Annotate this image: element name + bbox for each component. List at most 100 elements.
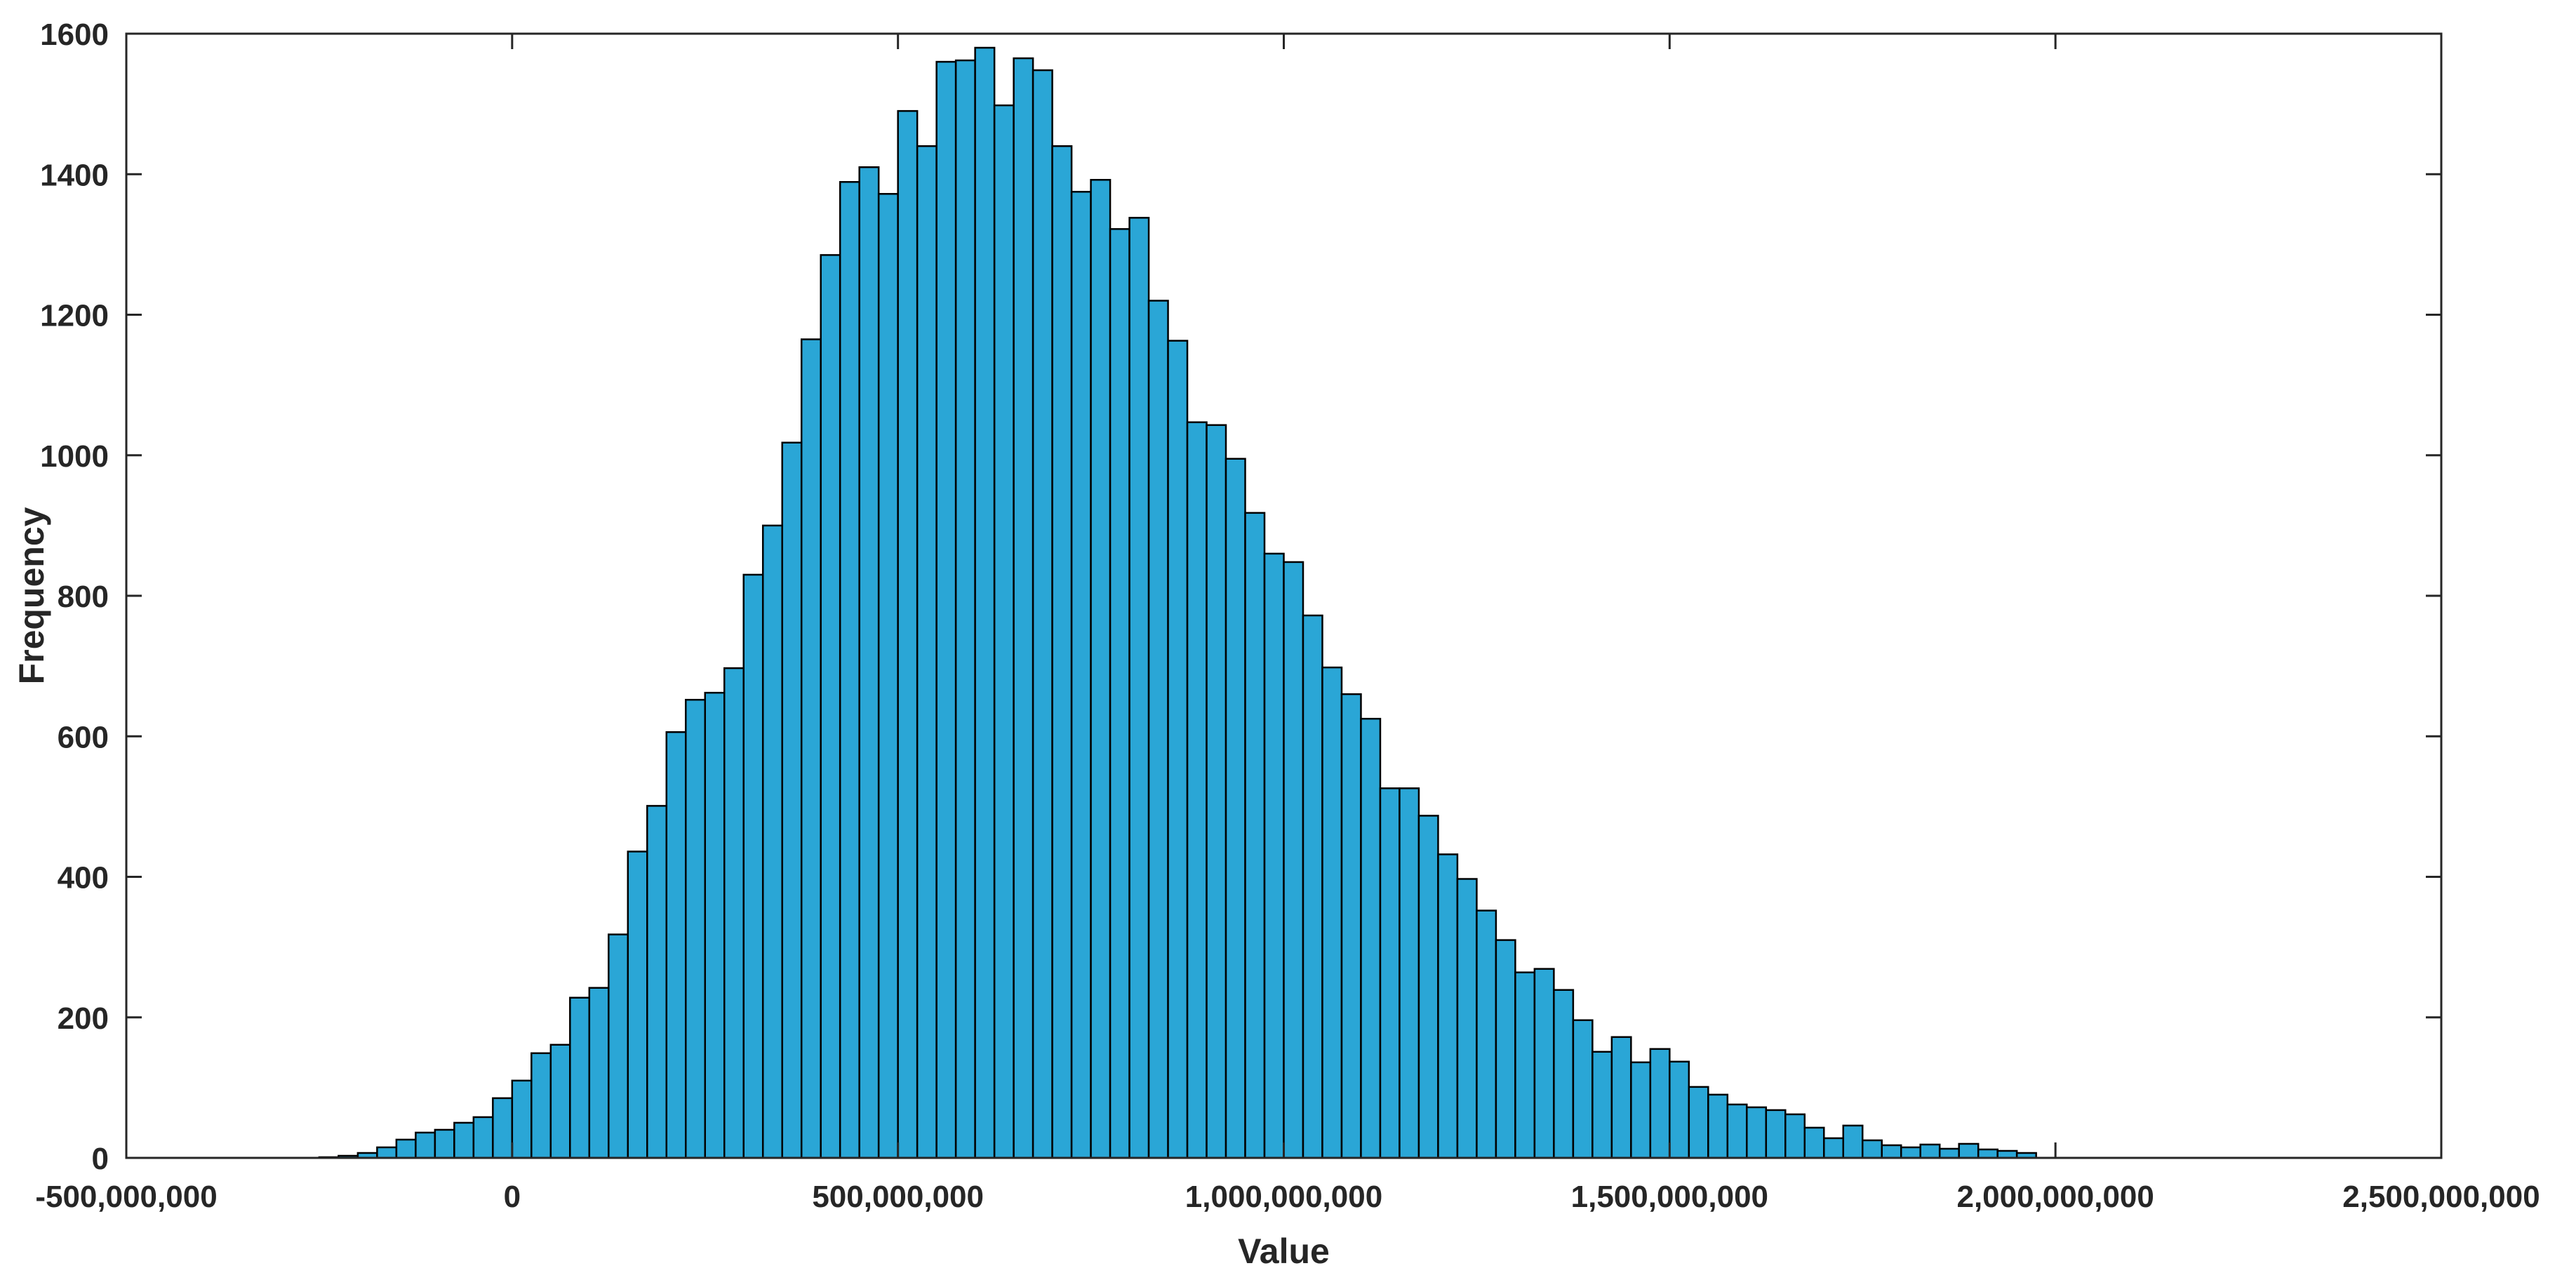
histogram-bar [1417,815,1439,1159]
histogram-bar [742,573,764,1159]
histogram-bar [916,145,937,1159]
histogram-bar [1514,971,1536,1159]
histogram-bar [1553,989,1575,1159]
histogram-bar [1128,217,1150,1159]
histogram-bar [1707,1093,1729,1159]
histogram-bar [1437,853,1459,1159]
histogram-bar [858,166,880,1159]
histogram-bar [1842,1124,1864,1159]
x-tick-labels: -500,000,000 0 500,000,000 1,000,000,000 1,5… [35,1180,2540,1214]
histogram-bar [1070,191,1092,1159]
y-axis-label: Frequency [12,507,51,684]
histogram-bar [1630,1061,1652,1159]
x-tick-label: 1,000,000,000 [1185,1180,1382,1214]
histogram-bar [588,987,610,1159]
histogram-bar [1495,939,1516,1159]
histogram-bar [761,524,783,1159]
histogram-bar [1765,1109,1787,1159]
histogram-bar [954,59,976,1159]
y-tick-label: 0 [92,1142,109,1176]
histogram-bar [627,851,648,1159]
histogram-bar [1283,561,1304,1159]
y-tick-label: 1000 [40,439,109,474]
histogram-bar [549,1043,571,1159]
histogram-bar [1919,1143,1941,1159]
histogram-bar [781,441,803,1159]
histogram-bar [685,698,707,1159]
histogram-bar [1090,179,1112,1159]
histogram-bar [1051,145,1073,1159]
histogram-bar [723,667,745,1159]
histogram-bar [1610,1036,1632,1159]
histogram-bar [1591,1051,1613,1159]
histogram-bar [704,691,726,1159]
histogram-bar [897,109,919,1159]
y-tick-label: 400 [58,861,109,895]
histogram-bar [1688,1086,1709,1159]
histogram-bar [993,104,1015,1159]
x-tick-label: 500,000,000 [812,1180,984,1214]
histogram-bar [1572,1019,1594,1159]
histogram-bar [1321,666,1343,1159]
y-tick-labels: 0 200 400 600 800 1000 1200 1400 1600 [40,18,109,1176]
histogram-bar [1013,57,1034,1159]
histogram-bar [472,1116,494,1159]
x-tick-label: 2,500,000,000 [2342,1180,2540,1214]
histogram-bar [1340,693,1362,1159]
histogram-bar [530,1052,552,1159]
y-tick-label: 600 [58,720,109,754]
x-axis-label: Value [1238,1232,1330,1271]
histogram-bar [1862,1139,1883,1159]
x-tick-label: -500,000,000 [35,1180,217,1214]
histogram-bar [395,1138,417,1159]
histogram-bar [1996,1149,2018,1159]
histogram-bar [1803,1126,1825,1159]
y-tick-label: 1200 [40,299,109,333]
histogram-bar [608,933,629,1159]
histogram-bar [453,1121,475,1159]
histogram-bar [665,731,687,1159]
histogram-bar [376,1146,398,1159]
histogram-bar [492,1097,514,1159]
histogram-bar [1746,1106,1768,1159]
histogram-bar [1379,787,1401,1159]
y-tick-label: 200 [58,1001,109,1036]
histogram-bar [511,1079,533,1159]
histogram-bar [1206,424,1227,1159]
histogram-bar [1224,458,1246,1159]
histogram-bar [820,254,841,1159]
histogram-bar [1784,1113,1806,1159]
histogram-bar [569,996,591,1159]
y-tick-label: 1600 [40,18,109,52]
histogram-bar [1958,1142,1980,1159]
histogram-bar [1476,909,1497,1159]
histogram-bar [1938,1147,1960,1159]
histogram-bar [1456,878,1478,1159]
histogram-bar [800,338,822,1159]
histogram-bar [1360,717,1382,1159]
histogram-bar [1649,1048,1671,1159]
x-tick-label: 1,500,000,000 [1571,1180,1768,1214]
histogram-bar [1399,787,1420,1159]
histogram-bar [434,1128,455,1159]
histogram-bar [415,1131,436,1159]
histogram-bar [1977,1148,1998,1159]
x-tick-label: 2,000,000,000 [1956,1180,2154,1214]
histogram-bar [935,60,957,1159]
histogram-bar [877,193,899,1159]
histogram-bar [1263,552,1285,1159]
histogram-bar [1244,512,1266,1159]
histogram-bar [1186,421,1208,1159]
histogram-bar [1726,1103,1748,1159]
histogram-bar [1147,300,1169,1159]
histogram-bar [1533,968,1555,1159]
histogram-bars [318,46,2037,1159]
histogram-bar [1032,69,1053,1159]
histogram-bar [1823,1137,1845,1159]
axis-ticks [125,32,2443,1159]
y-tick-label: 1400 [40,158,109,192]
x-tick-label: 0 [504,1180,521,1214]
histogram-bar [646,805,668,1159]
histogram-bar [1900,1146,1921,1159]
